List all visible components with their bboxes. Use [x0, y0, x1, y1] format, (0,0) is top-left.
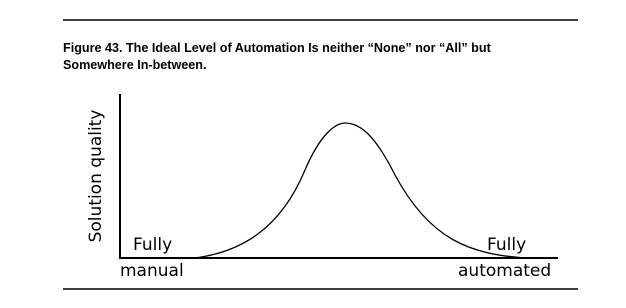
curve: [194, 122, 526, 259]
y-axis-label: Solution quality: [86, 110, 106, 243]
x-right-label: Fully: [487, 235, 526, 255]
x-left-label: Fully: [133, 235, 172, 255]
caption-line: Figure 43. The Ideal Level of Automation…: [63, 41, 492, 55]
caption-line: Somewhere In-between.: [63, 58, 206, 72]
x-left-label: manual: [120, 261, 184, 281]
x-right-label: automated: [458, 261, 551, 281]
